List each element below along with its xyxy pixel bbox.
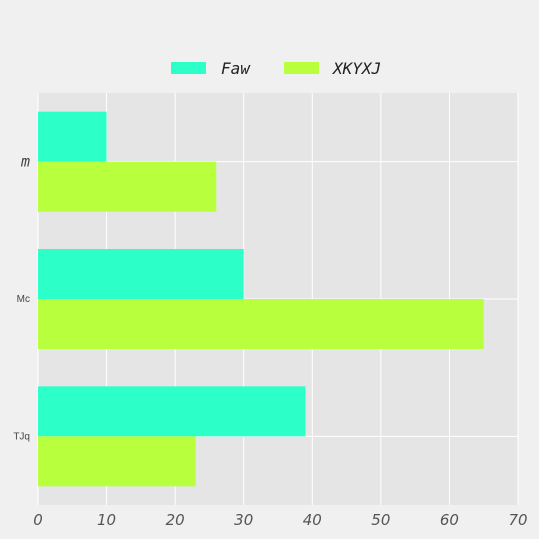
x-tick-label: 40 xyxy=(303,511,322,529)
bar-xkyxj-m xyxy=(38,161,217,212)
x-tick-label: 30 xyxy=(234,511,253,529)
bar-xkyxj-mc xyxy=(38,299,484,349)
y-category-label: m xyxy=(20,153,30,171)
x-axis: 0 10 20 30 40 50 60 70 xyxy=(33,511,527,529)
x-tick-label: 10 xyxy=(97,511,116,529)
legend-label-faw: Faw xyxy=(221,59,251,78)
legend-swatch-xkyxj xyxy=(284,62,319,74)
legend-swatch-faw xyxy=(171,62,206,74)
x-tick-label: 50 xyxy=(371,511,390,529)
y-axis: m Mc TJq xyxy=(13,153,30,443)
bar-faw-m xyxy=(38,111,107,162)
y-category-label: Mc xyxy=(17,294,30,305)
bar-xkyxj-tjq xyxy=(38,436,196,487)
chart-legend: Faw XKYXJ xyxy=(171,59,381,78)
bar-faw-tjq xyxy=(38,386,306,437)
bars-group xyxy=(38,111,484,487)
x-tick-label: 0 xyxy=(33,511,43,529)
x-tick-label: 60 xyxy=(440,511,459,529)
legend-label-xkyxj: XKYXJ xyxy=(332,59,381,78)
bar-faw-mc xyxy=(38,249,244,299)
y-category-label: TJq xyxy=(13,431,30,442)
x-tick-label: 70 xyxy=(508,511,527,529)
x-tick-label: 20 xyxy=(166,511,185,529)
